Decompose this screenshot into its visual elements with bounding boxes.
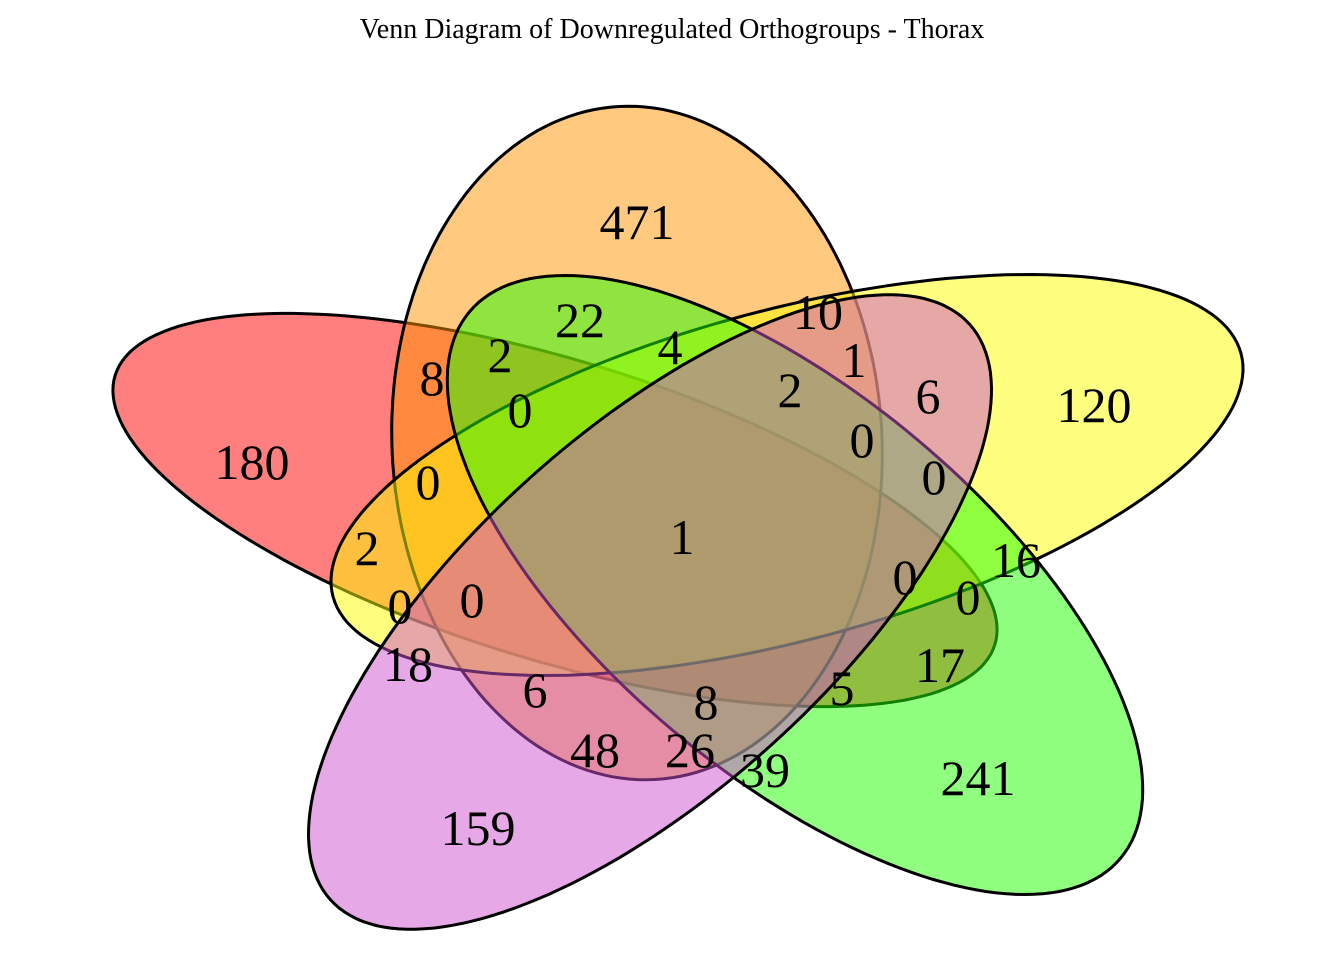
region-count: 0 xyxy=(893,549,918,605)
set-ellipse-5 xyxy=(306,293,994,931)
region-count: 6 xyxy=(523,662,548,718)
region-count: 26 xyxy=(665,722,715,778)
region-count: 0 xyxy=(388,578,413,634)
region-count: 120 xyxy=(1057,377,1132,433)
region-count: 22 xyxy=(555,292,605,348)
region-count: 0 xyxy=(956,569,981,625)
region-count: 180 xyxy=(215,434,290,490)
region-count: 16 xyxy=(991,532,1041,588)
region-count: 1 xyxy=(842,332,867,388)
region-count: 48 xyxy=(570,722,620,778)
region-count: 6 xyxy=(916,368,941,424)
region-count: 0 xyxy=(460,572,485,628)
region-count: 17 xyxy=(915,637,965,693)
region-count: 5 xyxy=(830,660,855,716)
region-count: 0 xyxy=(508,382,533,438)
region-count: 241 xyxy=(941,750,1016,806)
region-count: 8 xyxy=(420,350,445,406)
region-count: 1 xyxy=(670,509,695,565)
region-count: 471 xyxy=(600,194,675,250)
region-count: 8 xyxy=(694,674,719,730)
region-count: 39 xyxy=(740,742,790,798)
region-count: 10 xyxy=(793,284,843,340)
region-count: 159 xyxy=(441,800,516,856)
region-count: 0 xyxy=(922,449,947,505)
region-count: 2 xyxy=(778,362,803,418)
region-count: 0 xyxy=(850,412,875,468)
region-count: 2 xyxy=(355,520,380,576)
region-count: 18 xyxy=(383,636,433,692)
region-count: 0 xyxy=(416,454,441,510)
region-count: 2 xyxy=(488,327,513,383)
diagram-title: Venn Diagram of Downregulated Orthogroup… xyxy=(360,14,985,45)
region-count: 4 xyxy=(658,319,683,375)
